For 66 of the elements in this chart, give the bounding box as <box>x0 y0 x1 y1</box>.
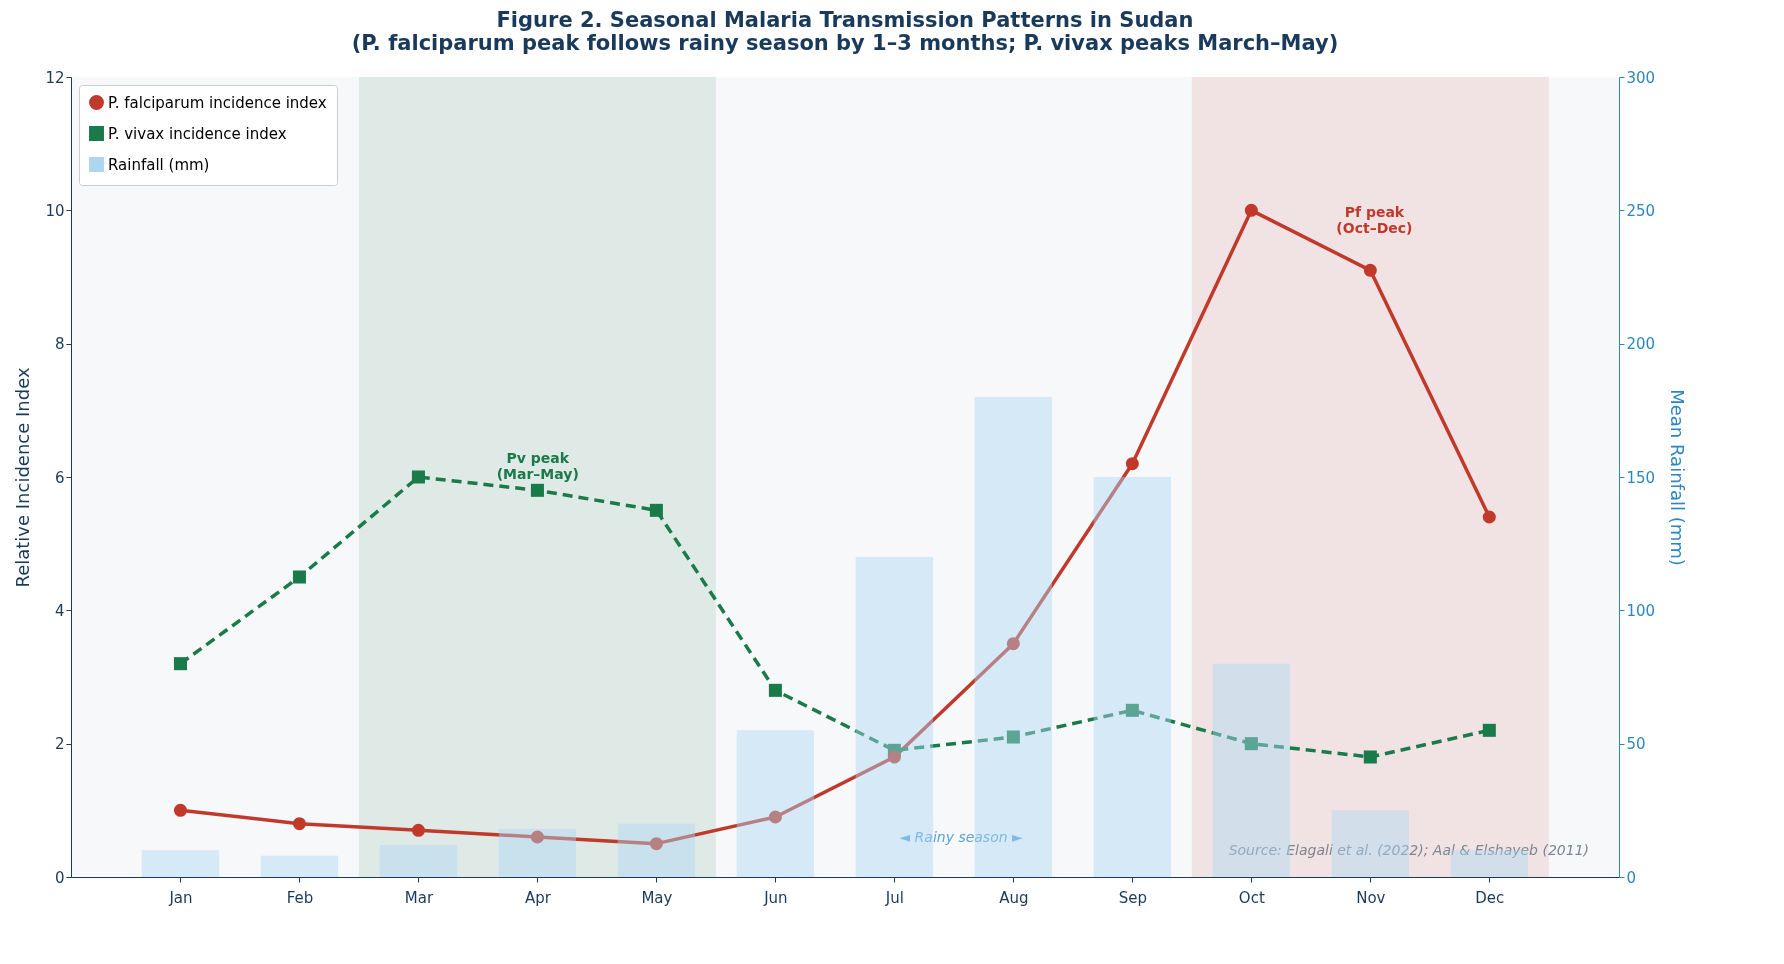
y2-tick-label: 200 <box>1626 335 1656 354</box>
point <box>1006 637 1020 651</box>
y-tick-label: 4 <box>54 601 65 620</box>
point <box>1006 730 1020 744</box>
x-tick-label: May <box>641 888 673 907</box>
annotation: ◄ Rainy season ► <box>899 829 1024 845</box>
bar <box>736 730 815 877</box>
annotation: Pv peak (Mar–May) <box>496 449 579 482</box>
y2-tick-label: 50 <box>1626 735 1646 754</box>
chart-title: Figure 2. Seasonal Malaria Transmission Patterns in Sudan (P. falciparum peak follows rainy season by 1–3 months; P. vivax peaks March–May) <box>351 8 1339 55</box>
x-tick-label: Sep <box>1118 888 1147 907</box>
point <box>411 470 425 484</box>
y2-tick-label: 150 <box>1626 468 1656 487</box>
point <box>649 837 663 851</box>
y2-tick-label: 0 <box>1626 868 1637 887</box>
y2-tick-label: 300 <box>1626 68 1656 87</box>
x-tick-label: Feb <box>286 888 314 907</box>
legend-label: Rainfall (mm) <box>108 155 210 174</box>
point <box>768 683 782 697</box>
x-tick-label: Apr <box>524 888 552 907</box>
x-tick-label: Aug <box>999 888 1029 907</box>
point <box>1482 510 1496 524</box>
bar <box>617 823 696 877</box>
y-tick-label: 10 <box>45 201 65 220</box>
point <box>1363 750 1377 764</box>
point <box>1244 203 1258 217</box>
point <box>411 823 425 837</box>
point <box>1244 737 1258 751</box>
y-tick-label: 6 <box>54 468 65 487</box>
y2-axis-title: Mean Rainfall (mm) <box>1667 389 1689 566</box>
bar <box>1093 477 1172 877</box>
x-tick-label: Jul <box>884 888 904 907</box>
point <box>1125 457 1139 471</box>
y-axis-title: Relative Incidence Index <box>12 367 34 588</box>
legend-label: P. vivax incidence index <box>108 124 287 143</box>
y2-tick-label: 250 <box>1626 201 1656 220</box>
x-tick-label: Jan <box>168 888 193 907</box>
point <box>1482 723 1496 737</box>
bar <box>498 829 577 877</box>
point <box>649 503 663 517</box>
y-tick-label: 2 <box>54 735 65 754</box>
legend-label: P. falciparum incidence index <box>108 93 327 112</box>
bar <box>141 850 220 877</box>
x-tick-label: Oct <box>1238 888 1265 907</box>
y-tick-label: 8 <box>54 335 65 354</box>
point <box>173 657 187 671</box>
annotation: Source: Elagali et al. (2022); Aal & Elshayeb (2011) <box>1228 842 1589 858</box>
y-tick-label: 12 <box>45 68 65 87</box>
point <box>530 483 544 497</box>
point <box>292 570 306 584</box>
x-tick-label: Nov <box>1356 888 1386 907</box>
point <box>1125 703 1139 717</box>
x-tick-label: Dec <box>1475 888 1505 907</box>
point <box>292 817 306 831</box>
bar <box>260 855 339 877</box>
point <box>1363 263 1377 277</box>
point <box>530 830 544 844</box>
point <box>173 803 187 817</box>
point <box>887 750 901 764</box>
point <box>768 810 782 824</box>
y-tick-label: 0 <box>54 868 65 887</box>
y2-tick-label: 100 <box>1626 601 1656 620</box>
annotation: Pf peak (Oct–Dec) <box>1336 204 1413 236</box>
x-tick-label: Mar <box>404 888 434 907</box>
bar <box>379 845 458 877</box>
x-tick-label: Jun <box>763 888 788 907</box>
